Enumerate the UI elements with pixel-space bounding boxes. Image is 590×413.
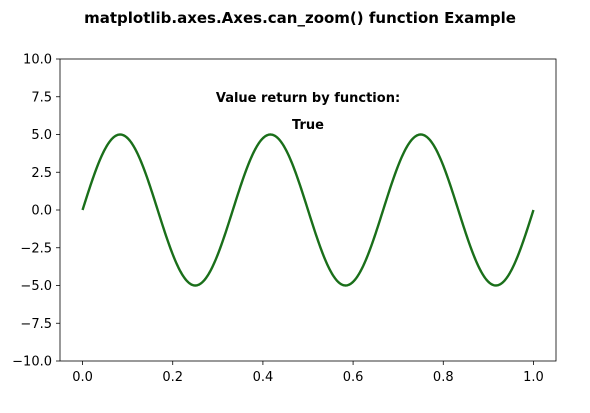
x-tick-label: 1.0	[523, 370, 544, 385]
x-tick-label: 0.4	[253, 370, 274, 385]
chart-title: matplotlib.axes.Axes.can_zoom() function…	[84, 9, 516, 27]
x-tick-label: 0.6	[343, 370, 364, 385]
y-tick-label: 7.5	[31, 90, 52, 105]
y-tick-label: 2.5	[31, 166, 52, 181]
x-tick-label: 0.8	[433, 370, 454, 385]
y-tick-label: −10.0	[12, 355, 52, 370]
x-tick-label: 0.2	[162, 370, 183, 385]
annotation-text: Value return by function:	[216, 91, 400, 106]
y-tick-label: 0.0	[31, 204, 52, 219]
y-tick-label: −2.5	[20, 241, 52, 256]
y-tick-label: −7.5	[20, 317, 52, 332]
y-tick-label: 10.0	[23, 53, 52, 68]
annotation-text: True	[292, 118, 324, 133]
y-tick-label: 5.0	[31, 128, 52, 143]
y-tick-label: −5.0	[20, 279, 52, 294]
x-tick-label: 0.0	[72, 370, 93, 385]
